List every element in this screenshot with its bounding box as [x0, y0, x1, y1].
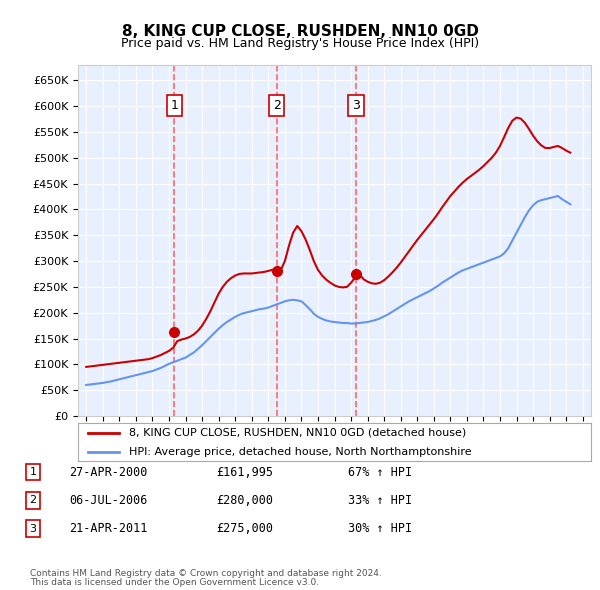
Text: 2: 2 [29, 496, 37, 505]
Text: 21-APR-2011: 21-APR-2011 [69, 522, 148, 535]
Text: HPI: Average price, detached house, North Northamptonshire: HPI: Average price, detached house, Nort… [130, 447, 472, 457]
Text: 8, KING CUP CLOSE, RUSHDEN, NN10 0GD: 8, KING CUP CLOSE, RUSHDEN, NN10 0GD [122, 24, 478, 38]
Text: 3: 3 [29, 524, 37, 533]
Text: 30% ↑ HPI: 30% ↑ HPI [348, 522, 412, 535]
Text: £275,000: £275,000 [216, 522, 273, 535]
Text: Price paid vs. HM Land Registry's House Price Index (HPI): Price paid vs. HM Land Registry's House … [121, 37, 479, 50]
Text: 1: 1 [29, 467, 37, 477]
Text: 06-JUL-2006: 06-JUL-2006 [69, 494, 148, 507]
Text: Contains HM Land Registry data © Crown copyright and database right 2024.: Contains HM Land Registry data © Crown c… [30, 569, 382, 578]
Text: 2: 2 [273, 99, 281, 112]
Text: 27-APR-2000: 27-APR-2000 [69, 466, 148, 478]
Text: 67% ↑ HPI: 67% ↑ HPI [348, 466, 412, 478]
Text: 8, KING CUP CLOSE, RUSHDEN, NN10 0GD (detached house): 8, KING CUP CLOSE, RUSHDEN, NN10 0GD (de… [130, 428, 467, 438]
Text: 3: 3 [352, 99, 360, 112]
Text: £280,000: £280,000 [216, 494, 273, 507]
Text: This data is licensed under the Open Government Licence v3.0.: This data is licensed under the Open Gov… [30, 578, 319, 587]
Text: £161,995: £161,995 [216, 466, 273, 478]
Text: 1: 1 [170, 99, 178, 112]
Text: 33% ↑ HPI: 33% ↑ HPI [348, 494, 412, 507]
